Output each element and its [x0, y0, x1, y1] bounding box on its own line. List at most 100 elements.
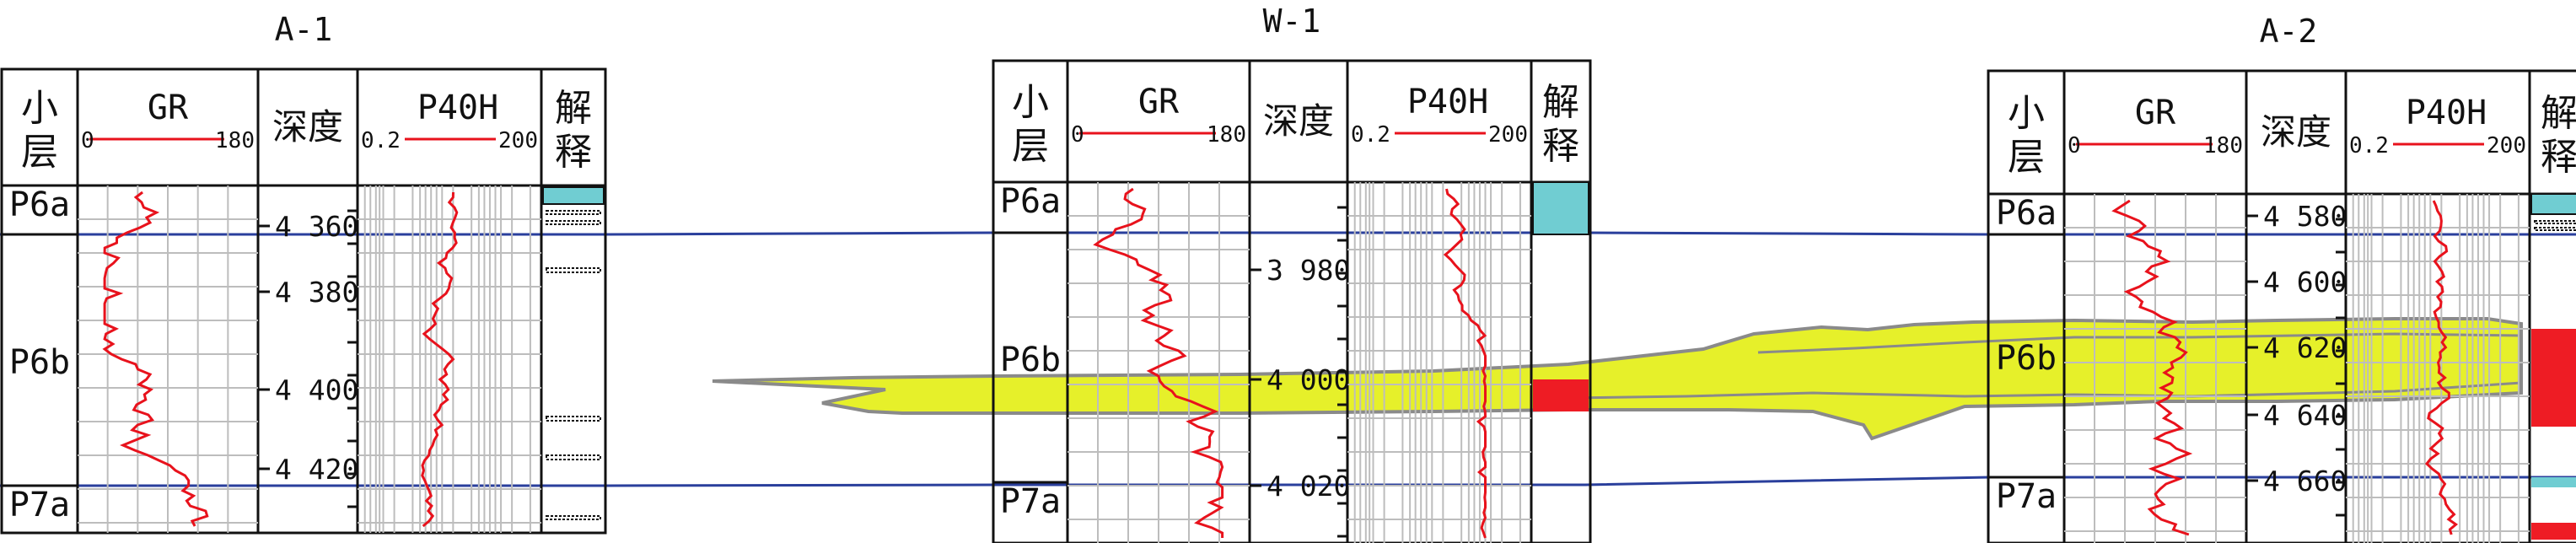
zone-label-p6b: P6b — [9, 343, 70, 382]
depth-label: 4 380 — [275, 276, 358, 309]
sand-body-inner-boundary-2 — [1568, 381, 2522, 400]
gr-scale-max: 180 — [2203, 133, 2243, 159]
depth-label: 4 640 — [2263, 399, 2347, 432]
depth-label: 4 660 — [2263, 465, 2347, 497]
well-frame — [992, 59, 1592, 543]
sand-body-inner-boundary — [1757, 332, 2522, 354]
interp-red-layer — [2531, 523, 2576, 540]
res-header: P40H — [417, 89, 498, 127]
interp-thin-layer — [546, 220, 601, 225]
zone-label-p6b: P6b — [1000, 341, 1061, 379]
res-scale-max: 200 — [498, 128, 538, 153]
zone-header-char-1: 小 — [2008, 92, 2045, 135]
depth-track: 4 360 4 380 4 400 4 420 — [258, 209, 358, 508]
interp-track — [2530, 193, 2576, 540]
interp-red-layer — [2531, 329, 2576, 427]
res-curve — [421, 191, 459, 528]
interp-header-char-2: 释 — [555, 131, 592, 174]
gr-track — [2064, 194, 2246, 543]
interp-thin-layer — [546, 454, 601, 460]
gr-track — [1068, 182, 1250, 543]
zone-label-p6a: P6a — [9, 185, 70, 224]
interp-cyan-layer — [1532, 181, 1589, 235]
depth-label: 3 980 — [1266, 254, 1350, 287]
res-curve — [2424, 200, 2459, 535]
gr-scale-min: 0 — [81, 128, 94, 153]
depth-label: 4 580 — [2263, 200, 2347, 233]
gr-scale-min: 0 — [1071, 122, 1084, 148]
sand-body — [712, 317, 2523, 441]
zone-label-p7a: P7a — [9, 486, 70, 524]
interp-thin-layer — [2534, 220, 2576, 224]
interp-thin-layer — [546, 210, 601, 215]
depth-track: 3 980 4 000 4 020 — [1250, 206, 1350, 538]
res-scale-max: 200 — [1488, 122, 1528, 148]
zone-label-p6b: P6b — [1996, 339, 2057, 378]
correlation-line-bottom — [0, 476, 2576, 487]
interp-thin-layer — [546, 416, 601, 422]
gr-scale-min: 0 — [2068, 133, 2081, 159]
interp-track — [1532, 181, 1589, 411]
well-name: W-1 — [1263, 3, 1321, 40]
interp-track — [542, 186, 605, 520]
zone-header-char-2: 层 — [2008, 136, 2045, 179]
depth-header: 深度 — [1263, 100, 1334, 142]
gr-header: GR — [1138, 83, 1180, 121]
res-track — [2346, 194, 2530, 543]
zone-label-p7a: P7a — [1000, 482, 1061, 521]
depth-label: 4 360 — [275, 210, 358, 243]
depth-label: 4 620 — [2263, 331, 2347, 364]
interp-header-char-1: 解 — [555, 87, 592, 130]
depth-header: 深度 — [272, 106, 343, 148]
interp-thin-layer — [546, 515, 601, 520]
res-curve — [1443, 188, 1487, 539]
well-w-1: W-1 小层 GR 0 180 深度 P40H 0.2 200 解释 P6a P6b P7a 3 980 4… — [992, 3, 1592, 543]
res-track — [1347, 182, 1531, 543]
interp-header-char-1: 解 — [2541, 92, 2576, 135]
interp-header-char-1: 解 — [1542, 81, 1579, 124]
gr-header: GR — [148, 89, 189, 127]
gr-header: GR — [2135, 94, 2176, 132]
gr-track — [78, 185, 258, 533]
depth-track: 4 580 4 600 4 620 4 640 4 660 — [2246, 200, 2347, 517]
depth-header: 深度 — [2261, 111, 2331, 153]
well-frame — [1987, 69, 2576, 543]
zone-header-char-1: 小 — [1012, 81, 1049, 124]
depth-label: 4 020 — [1266, 470, 1350, 503]
zone-header-char-2: 层 — [21, 131, 58, 174]
well-frame — [0, 67, 607, 535]
gr-scale-max: 180 — [215, 128, 255, 153]
zone-header-char-2: 层 — [1012, 125, 1049, 168]
interp-header-char-2: 释 — [1542, 125, 1579, 168]
res-header: P40H — [1407, 83, 1488, 121]
depth-label: 4 600 — [2263, 266, 2347, 298]
res-scale-min: 0.2 — [2349, 133, 2389, 159]
correlation-line-top — [0, 231, 2576, 236]
res-scale-min: 0.2 — [1351, 122, 1390, 148]
interp-thin-layer — [546, 267, 601, 273]
zone-header-char-1: 小 — [21, 87, 58, 130]
interp-red-layer — [1533, 379, 1589, 411]
res-scale-max: 200 — [2487, 133, 2526, 159]
zone-label-p6a: P6a — [1000, 182, 1061, 221]
depth-label: 4 000 — [1266, 363, 1350, 396]
res-track — [358, 185, 541, 533]
interp-cyan-layer — [542, 186, 605, 205]
interp-thin-layer — [2534, 227, 2576, 231]
well-name: A-2 — [2260, 13, 2318, 50]
depth-label: 4 420 — [275, 453, 358, 486]
res-scale-min: 0.2 — [361, 128, 401, 153]
depth-label: 4 400 — [275, 374, 358, 406]
gr-scale-max: 180 — [1207, 122, 1246, 148]
interp-cyan-thin — [2531, 477, 2576, 487]
well-name: A-1 — [275, 11, 333, 48]
gr-curve — [102, 191, 209, 527]
res-header: P40H — [2406, 94, 2487, 132]
interp-header-char-2: 释 — [2541, 136, 2576, 179]
gr-curve — [2111, 199, 2193, 536]
zone-label-p6a: P6a — [1996, 194, 2057, 233]
zone-label-p7a: P7a — [1996, 477, 2057, 516]
